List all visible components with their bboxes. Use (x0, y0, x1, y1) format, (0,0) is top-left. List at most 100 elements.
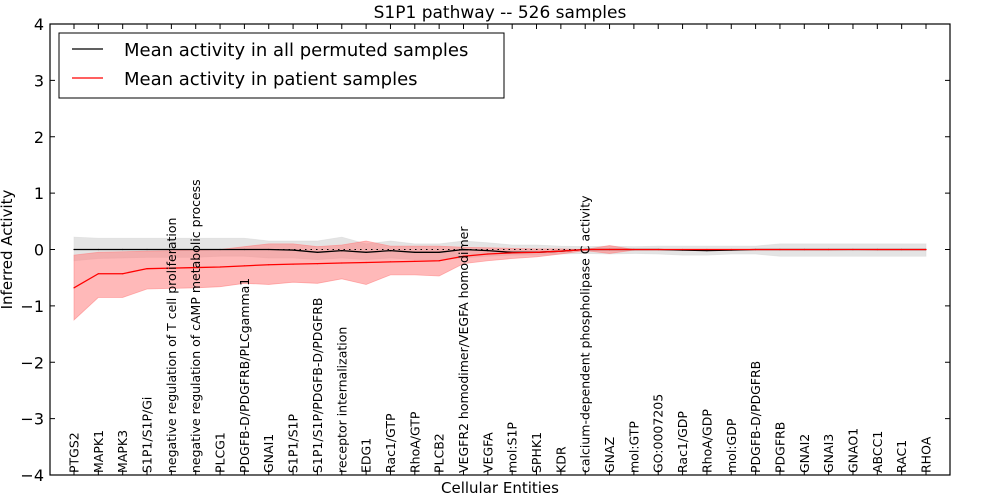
x-tick-label: PLCB2 (432, 433, 447, 473)
plot-frame (49, 23, 951, 476)
patient-point (730, 248, 732, 251)
patient-point (852, 248, 854, 251)
patient-point (487, 253, 489, 255)
permuted-point (122, 248, 124, 251)
patient-point (268, 264, 270, 266)
permuted-point (292, 249, 294, 251)
patient-point (73, 287, 75, 289)
x-tick-label: negative regulation of cAMP metabolic pr… (188, 179, 203, 473)
patient-point (681, 248, 684, 251)
patient-point (292, 263, 294, 265)
x-tick-label: calcium-dependent phospholipase C activi… (578, 195, 593, 473)
x-tick-label: RAC1 (894, 440, 909, 473)
patient-point (633, 248, 635, 251)
x-tick-label: GNAI3 (821, 434, 836, 473)
patient-point (341, 262, 343, 264)
patient-point (925, 248, 927, 251)
y-axis: −4 −3 −2 −1 0 1 2 3 4 (20, 15, 950, 485)
legend-box (58, 32, 505, 99)
x-tick-label: VEGFA (480, 432, 495, 473)
x-tick-label: mol:S1P (505, 422, 520, 473)
x-axis-label: Cellular Entities (441, 479, 559, 497)
y-tick-label: −2 (20, 353, 44, 372)
permuted-point (146, 248, 148, 251)
x-tick-label: S1P1/S1P/Gi (140, 397, 155, 473)
permuted-point (487, 250, 489, 252)
patient-point (316, 262, 319, 265)
x-tick-label: receptor internalization (334, 327, 349, 473)
patient-point (462, 255, 465, 257)
x-tick-label: SPHK1 (529, 432, 544, 473)
patient-point (755, 248, 757, 251)
patient-point (438, 260, 440, 262)
patient-point (779, 248, 781, 251)
x-tick-label: EDG1 (359, 438, 374, 473)
x-tick-label: RhoA/GDP (699, 409, 714, 473)
x-tick-labels: PTGS2 MAPK1 MAPK3 S1P1/S1P/Gi negative regul… (67, 179, 934, 473)
permuted-point (389, 250, 392, 252)
x-tick-label: mol:GTP (626, 421, 641, 473)
y-tick-label: 2 (34, 128, 44, 147)
x-tick-label: mol:GDP (724, 418, 739, 473)
x-tick-label: GO:0007205 (651, 394, 666, 473)
permuted-point (195, 248, 197, 251)
y-tick-label: −3 (20, 410, 44, 429)
x-tick-label: PTGS2 (67, 432, 82, 473)
x-tick-label: S1P1/S1P (286, 414, 301, 473)
patient-point (122, 273, 124, 275)
x-tick-label: VEGFR2 homodimer/VEGFA homodimer (456, 226, 471, 473)
y-tick-label: 3 (34, 71, 44, 90)
patient-point (706, 248, 708, 251)
patient-point (146, 268, 148, 270)
permuted-point (462, 248, 465, 251)
permuted-point (365, 251, 367, 253)
y-tick-label: 1 (34, 184, 44, 203)
x-tick-label: Rac1/GDP (675, 411, 690, 473)
permuted-point (170, 248, 172, 251)
x-tick-label: PDGFB-D/PDGFRB (748, 361, 763, 473)
patient-point (560, 250, 562, 252)
permuted-point (438, 251, 440, 253)
permuted-point (243, 248, 245, 251)
x-tick-label: MAPK3 (115, 430, 130, 473)
y-tick-label: 4 (34, 15, 44, 34)
patient-point (195, 266, 197, 269)
permuted-point (341, 250, 343, 252)
y-tick-label: 0 (34, 241, 44, 260)
x-tick-label: GNAI1 (261, 434, 276, 473)
patient-point (803, 248, 805, 251)
legend: Mean activity in all permuted samples Me… (58, 32, 505, 99)
x-tick-label: PDGFB-D/PDGFRB/PLCgamma1 (237, 278, 252, 473)
x-tick-label: PLCG1 (213, 432, 228, 473)
x-tick-label: S1P1/S1P/PDGFB-D/PDGFRB (310, 298, 325, 474)
patient-point (97, 273, 99, 275)
patient-point (608, 248, 611, 251)
x-tick-label: negative regulation of T cell proliferat… (164, 218, 179, 473)
x-tick-label: Rac1/GTP (383, 413, 398, 473)
x-tick-label: GNAO1 (845, 428, 860, 473)
y-axis-label: Inferred Activity (0, 189, 16, 309)
patient-point (901, 248, 903, 251)
patient-point (828, 248, 830, 251)
patient-mean-line (73, 248, 926, 289)
permuted-point (268, 248, 270, 251)
permuted-point (414, 251, 416, 253)
x-tick-label: RhoA/GTP (407, 411, 422, 473)
patient-point (535, 251, 538, 253)
permuted-point (73, 248, 75, 251)
chart-title: S1P1 pathway -- 526 samples (374, 3, 627, 23)
y-tick-label: −1 (20, 297, 44, 316)
patient-point (170, 267, 172, 269)
patient-point (876, 248, 878, 251)
patient-point (365, 261, 367, 264)
x-tick-label: PDGFRB (772, 422, 787, 473)
legend-label-permuted: Mean activity in all permuted samples (124, 40, 468, 61)
permuted-point (219, 248, 221, 251)
series-lines (73, 248, 927, 289)
x-tick-label: GNAI2 (797, 434, 812, 473)
patient-point (219, 266, 221, 268)
patient-point (389, 261, 392, 263)
x-tick-label: MAPK1 (91, 430, 106, 473)
x-tick-label: RHOA (919, 436, 934, 473)
